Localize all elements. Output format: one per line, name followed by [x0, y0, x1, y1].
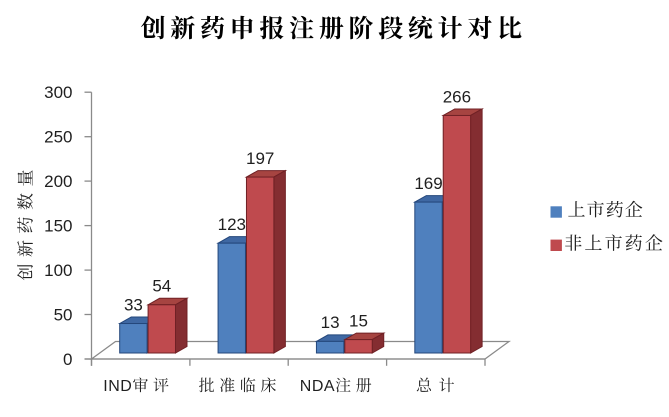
svg-text:266: 266: [443, 87, 471, 106]
svg-text:15: 15: [349, 311, 368, 330]
svg-text:200: 200: [44, 172, 72, 191]
svg-text:54: 54: [152, 277, 171, 296]
svg-text:150: 150: [44, 217, 72, 236]
svg-text:IND: IND: [103, 378, 132, 395]
svg-text:100: 100: [44, 261, 72, 280]
svg-text:123: 123: [218, 215, 246, 234]
svg-text:250: 250: [44, 128, 72, 147]
svg-text:197: 197: [246, 149, 274, 168]
svg-text:300: 300: [44, 83, 72, 102]
svg-text:NDA: NDA: [300, 378, 335, 395]
svg-text:50: 50: [54, 306, 73, 325]
svg-text:33: 33: [124, 295, 143, 314]
svg-text:13: 13: [321, 313, 340, 332]
svg-text:169: 169: [414, 174, 442, 193]
svg-text:0: 0: [63, 350, 72, 369]
